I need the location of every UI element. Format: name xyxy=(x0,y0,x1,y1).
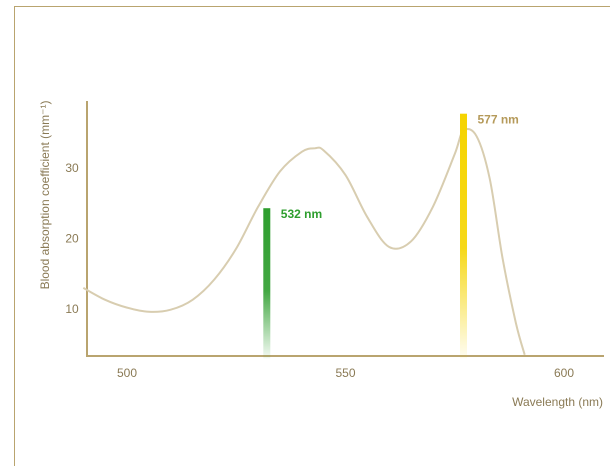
laser-bar-532 xyxy=(263,208,271,359)
laser-label-577: 577 nm xyxy=(478,113,519,127)
x-tick-label: 600 xyxy=(554,366,574,380)
x-tick-label: 500 xyxy=(117,366,137,380)
absorption-chart: 532 nm 577 nm 10 20 30 500 550 600 Wavel… xyxy=(38,101,604,409)
laser-label-532: 532 nm xyxy=(281,207,322,221)
y-tick-label: 10 xyxy=(65,302,79,316)
y-tick-label: 30 xyxy=(65,161,79,175)
x-tick-label: 550 xyxy=(335,366,355,380)
laser-bar-577 xyxy=(460,113,467,359)
chart-frame xyxy=(14,6,610,466)
y-axis-title: Blood absorption coefficient (mm⁻¹) xyxy=(38,101,52,290)
x-axis-title: Wavelength (nm) xyxy=(512,395,603,409)
absorption-curve xyxy=(82,128,526,356)
y-tick-label: 20 xyxy=(65,232,79,246)
